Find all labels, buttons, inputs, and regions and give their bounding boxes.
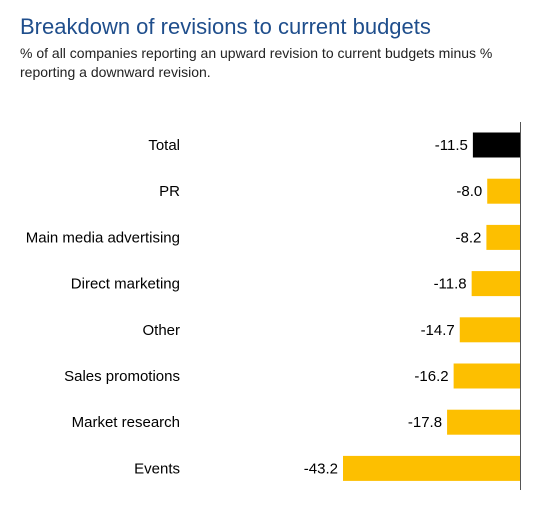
bar-sales-promotions bbox=[453, 363, 520, 389]
chart-title: Breakdown of revisions to current budget… bbox=[20, 14, 431, 39]
value-label-total: -11.5 bbox=[435, 137, 468, 154]
bars-layer: Total -11.5 PR -8.0 Main media advertising -8… bbox=[26, 132, 520, 481]
bar-pr bbox=[487, 178, 520, 204]
bar-events bbox=[343, 455, 520, 481]
category-label-pr: PR bbox=[159, 183, 180, 200]
category-label-other: Other bbox=[142, 322, 180, 339]
category-label-total: Total bbox=[148, 137, 180, 154]
category-label-main-media-advertising: Main media advertising bbox=[26, 229, 180, 246]
bar-total bbox=[472, 132, 520, 158]
bar-market-research bbox=[447, 409, 520, 435]
value-label-sales-promotions: -16.2 bbox=[414, 368, 448, 385]
value-label-other: -14.7 bbox=[421, 322, 455, 339]
value-label-events: -43.2 bbox=[304, 460, 338, 477]
value-label-main-media-advertising: -8.2 bbox=[456, 229, 482, 246]
category-label-events: Events bbox=[134, 460, 180, 477]
bar-other bbox=[459, 317, 520, 343]
value-label-direct-marketing: -11.8 bbox=[434, 276, 467, 293]
category-label-market-research: Market research bbox=[72, 414, 180, 431]
category-label-sales-promotions: Sales promotions bbox=[64, 368, 180, 385]
chart-subtitle: % of all companies reporting an upward r… bbox=[20, 45, 493, 80]
bar-direct-marketing bbox=[471, 271, 520, 297]
value-label-market-research: -17.8 bbox=[408, 414, 442, 431]
category-label-direct-marketing: Direct marketing bbox=[71, 276, 180, 293]
bar-main-media-advertising bbox=[486, 224, 520, 250]
value-label-pr: -8.0 bbox=[456, 183, 482, 200]
